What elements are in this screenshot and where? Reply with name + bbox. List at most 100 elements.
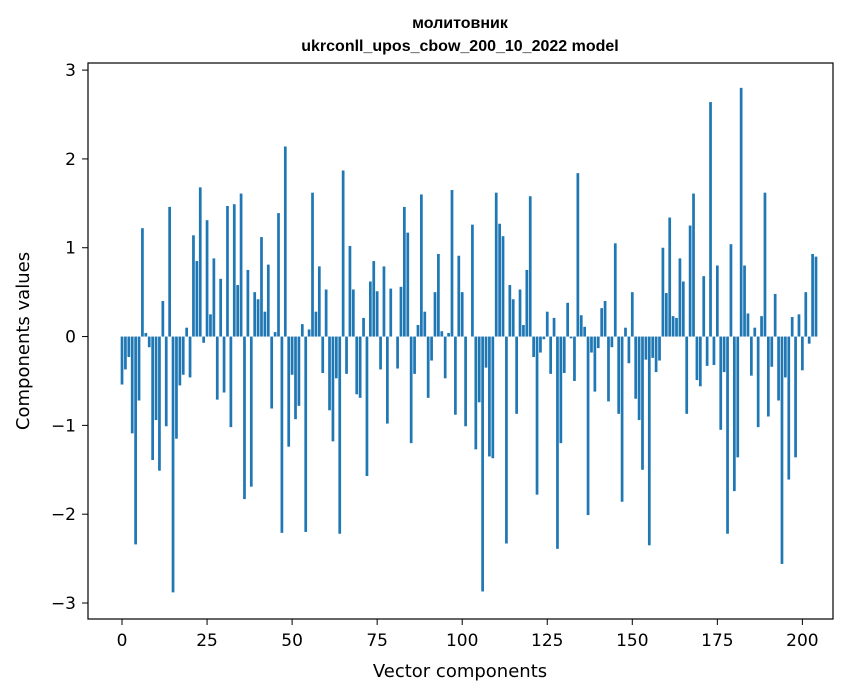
bar: [630, 292, 634, 337]
bar: [668, 217, 672, 337]
bar: [576, 173, 580, 337]
bar: [739, 87, 743, 337]
bar: [202, 336, 206, 343]
bar: [607, 336, 610, 402]
bar: [784, 336, 787, 378]
bar: [423, 311, 427, 337]
plot-frame: [87, 62, 834, 620]
bar: [304, 336, 308, 532]
bar: [430, 336, 433, 361]
bar: [355, 336, 359, 395]
bar: [266, 264, 270, 337]
bar: [365, 336, 369, 476]
y-axis-label: Components values: [13, 252, 34, 430]
bar: [681, 281, 685, 337]
x-tick-label: 100: [446, 631, 478, 651]
bar: [144, 333, 148, 337]
bar: [413, 336, 416, 374]
bar: [545, 311, 549, 337]
bar: [168, 206, 171, 337]
bar: [443, 336, 447, 379]
bar: [171, 336, 175, 593]
bar: [590, 336, 593, 353]
bar: [287, 336, 291, 447]
bar: [743, 265, 746, 337]
bar: [246, 269, 250, 337]
bar: [409, 336, 413, 444]
bar: [494, 192, 498, 337]
bar: [178, 336, 182, 386]
x-tick-label: 125: [531, 631, 563, 651]
bar: [583, 326, 587, 337]
bar: [141, 228, 144, 337]
bar: [406, 232, 410, 337]
y-tick-label: 1: [65, 239, 76, 259]
bar: [746, 313, 750, 337]
bar: [185, 327, 189, 337]
bar: [205, 220, 209, 337]
bar: [283, 146, 287, 337]
bar: [528, 196, 532, 337]
bar: [280, 336, 284, 533]
bar: [474, 336, 478, 450]
bar: [161, 301, 165, 337]
bar: [654, 336, 658, 373]
bar: [368, 281, 372, 337]
bar: [358, 336, 362, 398]
bar: [249, 336, 253, 487]
bar: [317, 266, 321, 337]
bar: [562, 336, 566, 373]
y-tick-label: −1: [51, 416, 76, 436]
bar: [341, 170, 345, 337]
bar: [559, 336, 563, 444]
bar: [290, 336, 294, 375]
bar: [579, 315, 583, 337]
bar: [277, 213, 280, 337]
x-tick-label: 200: [786, 631, 818, 651]
bar: [790, 317, 794, 337]
bar: [239, 193, 243, 337]
bar: [120, 336, 124, 385]
bar: [647, 336, 651, 546]
bar: [573, 336, 576, 381]
bar: [811, 253, 814, 337]
bar: [464, 336, 467, 427]
bar: [678, 258, 682, 337]
bar: [351, 289, 355, 337]
bar: [253, 292, 257, 337]
bar: [620, 336, 624, 502]
bar: [807, 336, 811, 344]
bar: [338, 336, 342, 534]
bar: [134, 336, 137, 545]
bar: [658, 336, 661, 361]
bar: [328, 336, 331, 411]
bar-series: [120, 87, 818, 593]
bar: [736, 336, 740, 458]
bar: [426, 336, 430, 398]
chart-title-line-2: ukrconll_upos_cbow_200_10_2022 model: [301, 38, 618, 55]
bar: [688, 225, 692, 337]
bar: [229, 336, 233, 428]
bar: [603, 301, 607, 337]
bar: [722, 336, 726, 373]
y-tick-label: −2: [51, 505, 76, 525]
bar: [477, 336, 481, 403]
bar: [362, 317, 365, 337]
bar: [726, 336, 729, 534]
bar: [634, 336, 638, 399]
bar: [709, 102, 712, 337]
bar: [175, 336, 178, 439]
bar: [692, 193, 695, 337]
x-tick-label: 150: [616, 631, 648, 651]
bar: [297, 336, 301, 406]
bar: [195, 261, 199, 337]
bar: [460, 292, 464, 337]
bar: [593, 336, 597, 392]
bar: [437, 253, 440, 337]
bar: [787, 336, 791, 480]
bar: [729, 244, 733, 337]
bar: [794, 336, 797, 458]
y-tick-label: −3: [51, 594, 76, 614]
bar: [698, 336, 702, 387]
bar: [508, 285, 512, 337]
